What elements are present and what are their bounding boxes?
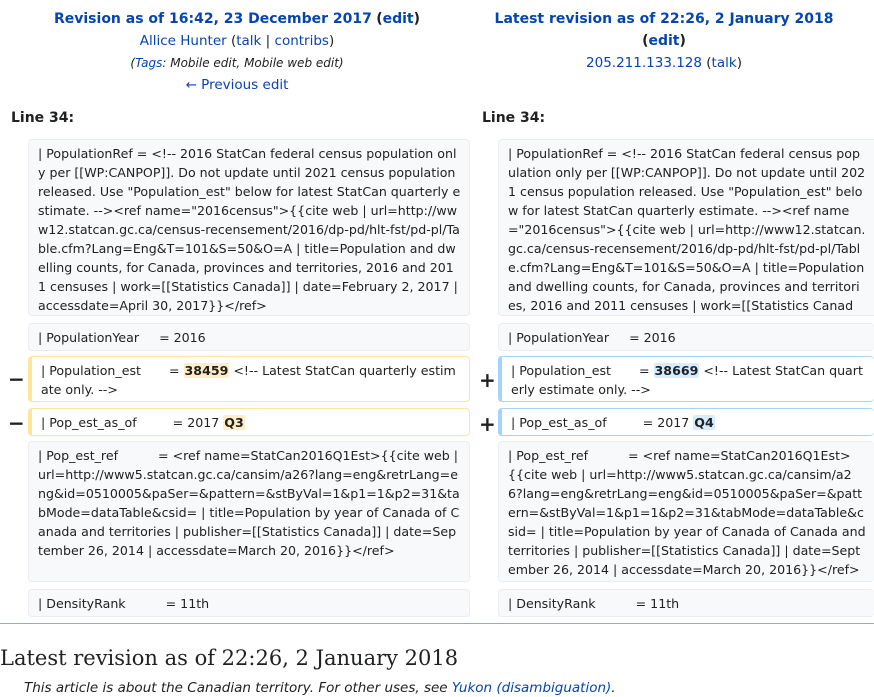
old-line-number: Line 34:	[11, 110, 75, 126]
deleted-word: Q3	[223, 415, 245, 430]
hatnote: This article is about the Canadian terri…	[24, 680, 616, 696]
old-talk-link[interactable]: talk	[236, 33, 262, 49]
tags-link[interactable]: Tags	[135, 56, 163, 70]
old-contribs-link[interactable]: contribs	[274, 33, 329, 49]
old-context-line: | PopulationRef = <!-- 2016 StatCan fede…	[28, 139, 470, 316]
deleted-line: | Population_est = 38459 <!-- Latest Sta…	[28, 356, 470, 402]
new-talk-link[interactable]: talk	[711, 55, 737, 71]
added-line: | Pop_est_as_of = 2017 Q4	[498, 408, 874, 436]
new-context-line: | Pop_est_ref = <ref name=StatCan2016Q1E…	[498, 441, 874, 582]
previous-edit-link[interactable]: ← Previous edit	[185, 77, 289, 93]
old-context-line: | Pop_est_ref = <ref name=StatCan2016Q1E…	[28, 441, 470, 582]
deleted-line-marker: −	[8, 411, 25, 435]
new-revision-header: Latest revision as of 22:26, 2 January 2…	[494, 11, 834, 71]
added-line: | Population_est = 38669 <!-- Latest Sta…	[498, 356, 874, 402]
deleted-line: | Pop_est_as_of = 2017 Q3	[28, 408, 470, 436]
edit-tags: (Tags: Mobile edit, Mobile web edit)	[130, 56, 344, 70]
new-edit-link[interactable]: edit	[648, 33, 680, 49]
disambiguation-link[interactable]: Yukon (disambiguation)	[451, 680, 612, 696]
old-revision-title[interactable]: Revision as of 16:42, 23 December 2017	[53, 11, 372, 27]
added-word: 38669	[653, 363, 700, 378]
old-user-link[interactable]: Allice Hunter	[139, 33, 227, 49]
old-context-line: | DensityRank = 11th	[28, 589, 470, 617]
new-context-line: | PopulationYear = 2016	[498, 323, 874, 351]
new-context-line: | PopulationRef = <!-- 2016 StatCan fede…	[498, 139, 874, 316]
deleted-line-marker: −	[8, 367, 25, 391]
old-context-line: | PopulationYear = 2016	[28, 323, 470, 351]
old-edit-link[interactable]: edit	[382, 11, 414, 27]
new-user-link[interactable]: 205.211.133.128	[586, 55, 702, 71]
new-revision-title[interactable]: Latest revision as of 22:26, 2 January 2…	[494, 11, 834, 27]
new-line-number: Line 34:	[482, 110, 546, 126]
diff-divider	[0, 623, 874, 624]
old-revision-header: Revision as of 16:42, 23 December 2017 (…	[0, 8, 474, 96]
new-context-line: | DensityRank = 11th	[498, 589, 874, 617]
revision-heading: Latest revision as of 22:26, 2 January 2…	[0, 646, 459, 670]
added-word: Q4	[693, 415, 715, 430]
added-line-marker: +	[479, 412, 496, 436]
deleted-word: 38459	[183, 363, 230, 378]
added-line-marker: +	[479, 368, 496, 392]
